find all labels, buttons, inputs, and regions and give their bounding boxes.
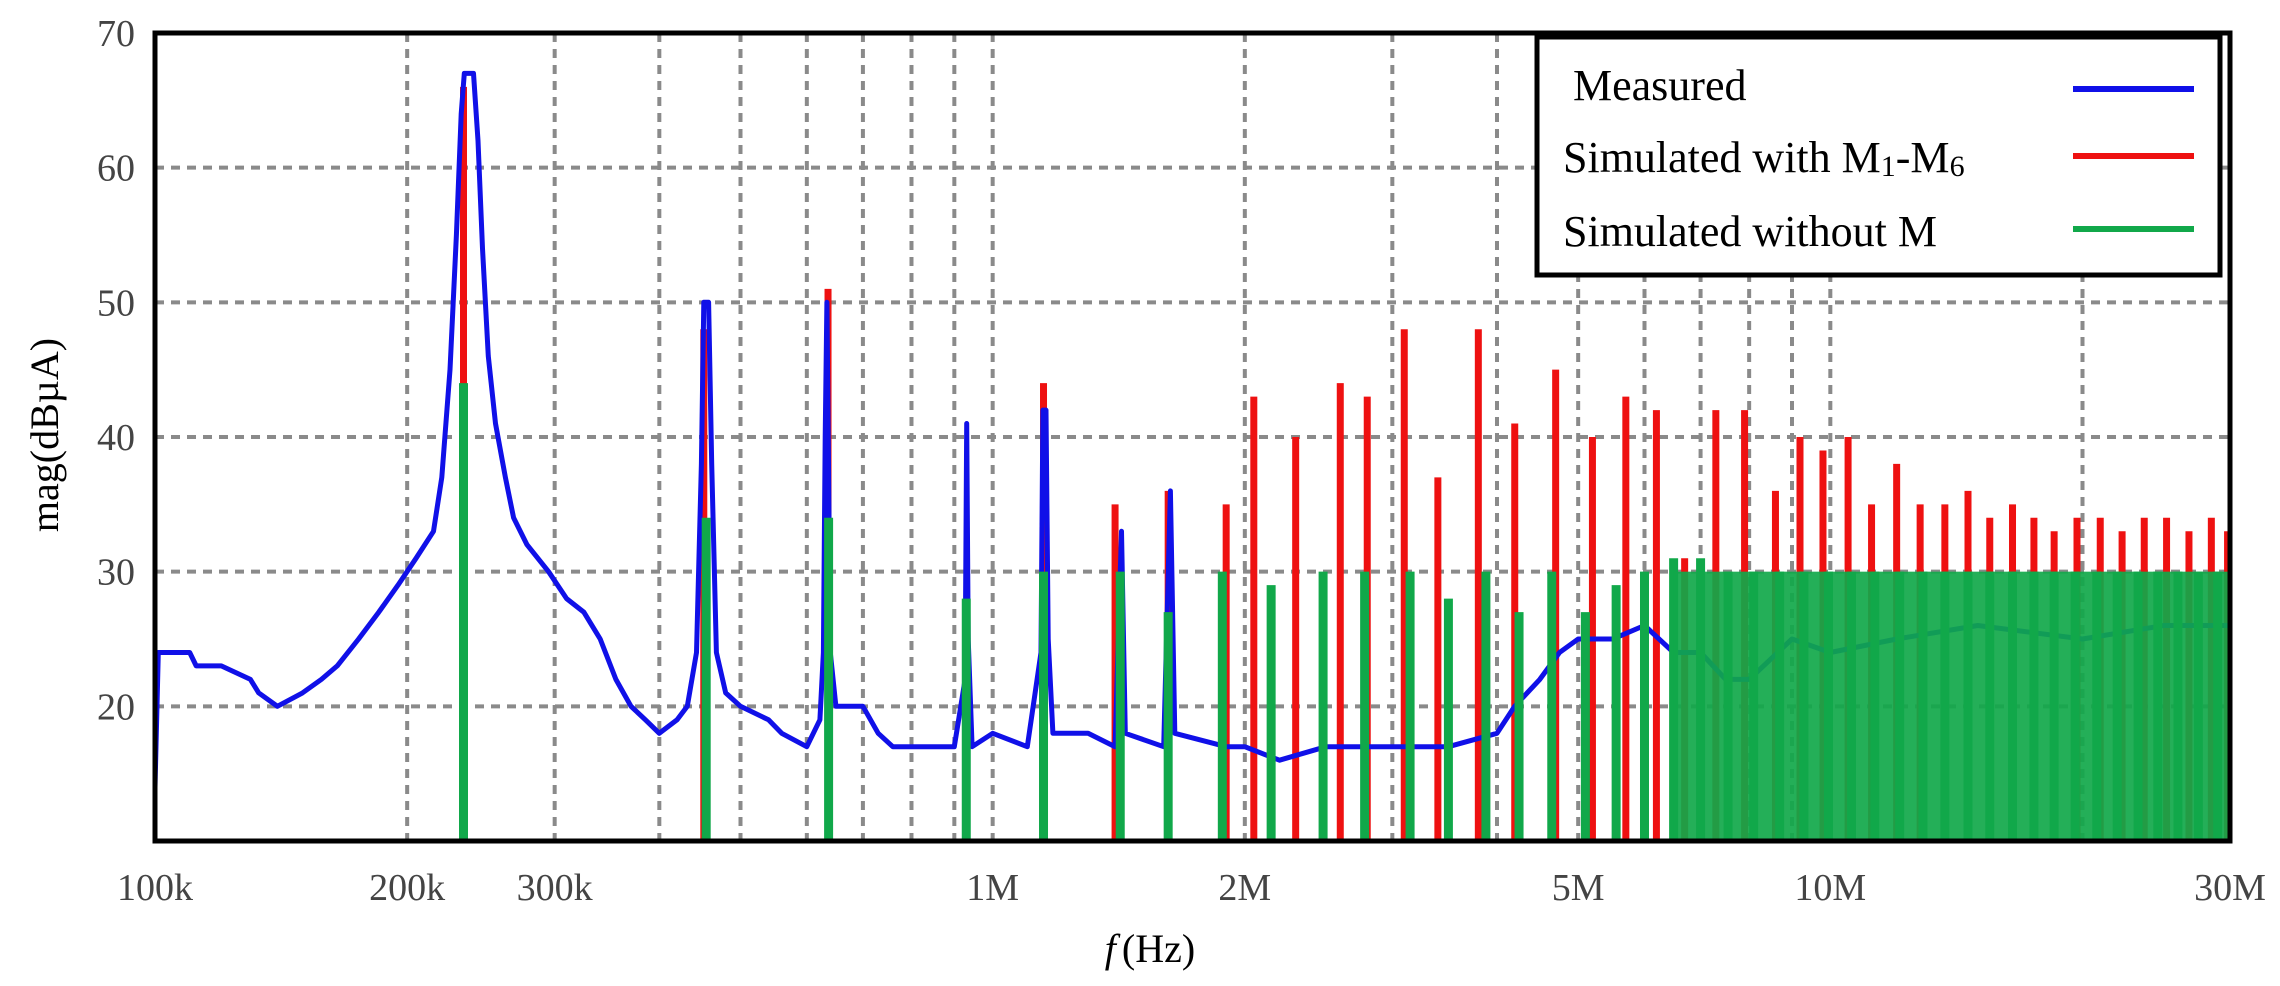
x-tick-label: 5M (1552, 867, 1605, 909)
y-tick-label: 50 (97, 282, 135, 324)
legend-label-measured: Measured (1573, 61, 1747, 110)
legend-label-simulated-without-m: Simulated without M (1563, 207, 1937, 256)
legend: Measured Simulated with M1-M6 Simulated … (1534, 34, 2223, 278)
x-axis-title: f (Hz) (1105, 926, 1195, 971)
series-measured-line (152, 70, 2230, 788)
y-tick-label: 70 (97, 13, 135, 55)
plot-area (152, 70, 2232, 841)
legend-label-sim-sub1: 1 (1881, 150, 1896, 183)
legend-label-sim-text: Simulated with M (1563, 133, 1881, 182)
y-axis-title: mag(dBµA) (22, 338, 67, 532)
x-tick-label: 300k (517, 867, 593, 909)
y-tick-label: 40 (97, 417, 135, 459)
tick-labels: 20 30 40 50 60 70 100k 200k 300k 1M 2M 5M 10M 30M (97, 13, 2266, 909)
series-simulated-without-m-dense-band (1673, 571, 2230, 841)
x-axis-title-var: f (1105, 926, 1121, 971)
x-tick-label: 10M (1794, 867, 1866, 909)
legend-label-sim-sub2: 6 (1950, 150, 1965, 183)
legend-label-simulated-with-m: Simulated with M1-M6 (1563, 133, 1965, 183)
x-tick-label: 200k (369, 867, 445, 909)
x-tick-label: 100k (117, 867, 193, 909)
y-tick-label: 60 (97, 148, 135, 190)
x-tick-label: 2M (1218, 867, 1271, 909)
x-tick-label: 30M (2194, 867, 2266, 909)
y-tick-label: 30 (97, 552, 135, 594)
legend-label-sim-mid: -M (1896, 133, 1950, 182)
plot-frame (152, 30, 2233, 844)
x-axis-title-unit: (Hz) (1122, 926, 1195, 971)
x-tick-label: 1M (966, 867, 1019, 909)
y-tick-label: 20 (97, 686, 135, 728)
